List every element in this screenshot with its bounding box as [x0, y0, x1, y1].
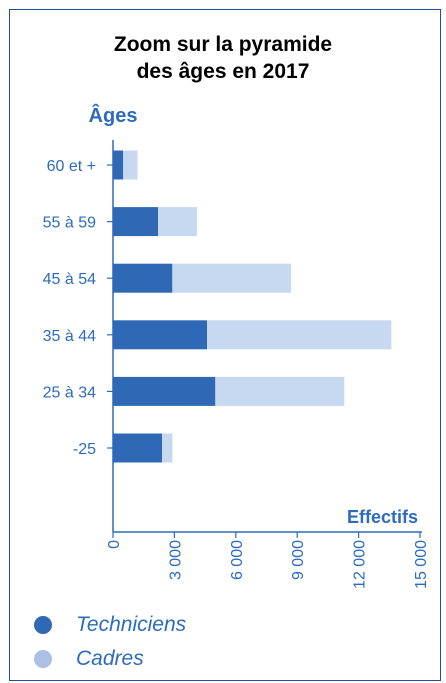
- bar-cadres-25: [162, 433, 173, 463]
- bar-techniciens-45-54: [113, 263, 173, 293]
- x-tick-label-3000: 3 000: [167, 540, 184, 580]
- x-tick-label-6000: 6 000: [229, 540, 246, 580]
- legend-item-cadres: Cadres: [34, 647, 144, 671]
- y-tick-label-25: -25: [73, 441, 96, 458]
- y-tick-label-45-54: 45 à 54: [43, 271, 96, 288]
- legend-item-techniciens: Techniciens: [34, 613, 186, 637]
- legend-label-cadres: Cadres: [76, 647, 144, 670]
- bar-techniciens-25-34: [113, 376, 216, 406]
- bar-cadres-45-54: [172, 263, 292, 293]
- chart-title-line-2: des âges en 2017: [136, 60, 310, 83]
- bar-cadres-55-59: [158, 207, 197, 237]
- bar-techniciens-25: [113, 433, 163, 463]
- x-tick-label-15000: 15 000: [413, 540, 430, 589]
- legend-swatch-cadres: [34, 650, 52, 668]
- y-tick-label-35-44: 35 à 44: [43, 328, 96, 345]
- bar-techniciens-55-59: [113, 207, 159, 237]
- legend-label-techniciens: Techniciens: [76, 613, 187, 636]
- chart-title-line-1: Zoom sur la pyramide: [113, 33, 333, 56]
- bar-cadres-60-et: [123, 150, 138, 180]
- x-axis-title: Effectifs: [347, 507, 418, 527]
- bar-cadres-25-34: [215, 376, 345, 406]
- y-tick-label-25-34: 25 à 34: [43, 384, 96, 401]
- y-axis-title: Âges: [89, 103, 138, 127]
- bar-techniciens-60-et: [113, 150, 124, 180]
- y-tick-label-60-et: 60 et +: [47, 158, 96, 175]
- x-tick-label-9000: 9 000: [290, 540, 307, 580]
- y-tick-label-55-59: 55 à 59: [43, 215, 96, 232]
- x-tick-label-0: 0: [106, 540, 123, 549]
- bar-techniciens-35-44: [113, 320, 208, 350]
- legend-swatch-techniciens: [34, 616, 52, 634]
- bar-cadres-35-44: [207, 320, 392, 350]
- x-tick-label-12000: 12 000: [352, 540, 369, 589]
